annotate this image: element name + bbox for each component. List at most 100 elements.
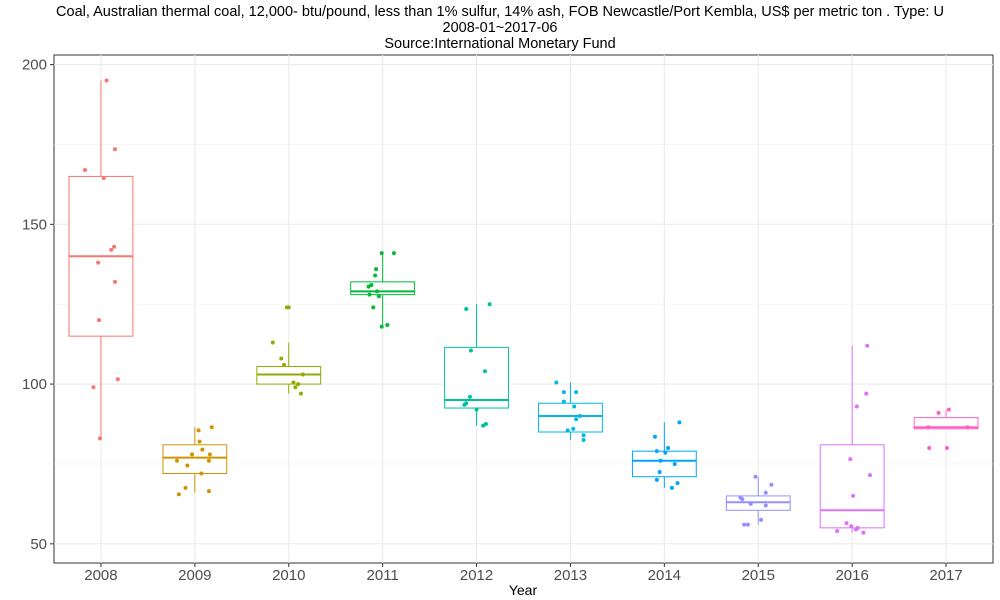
- box-2011: [350, 253, 416, 327]
- data-point: [270, 340, 275, 345]
- data-point: [748, 501, 753, 506]
- data-point: [571, 426, 576, 431]
- data-points: [82, 78, 970, 535]
- data-point: [561, 390, 566, 395]
- data-point: [109, 247, 114, 252]
- data-point: [927, 445, 932, 450]
- data-point: [379, 251, 384, 256]
- data-point: [853, 527, 858, 532]
- data-point: [97, 318, 102, 323]
- data-point: [296, 382, 301, 387]
- y-tick-label: 100: [22, 376, 47, 393]
- data-point: [104, 78, 109, 83]
- data-point: [82, 168, 87, 173]
- box-iqr: [913, 417, 979, 430]
- data-point: [190, 452, 195, 457]
- data-point: [468, 348, 473, 353]
- data-point: [851, 493, 856, 498]
- data-point: [577, 414, 582, 419]
- data-point: [176, 492, 181, 497]
- data-point: [574, 417, 579, 422]
- data-point: [867, 473, 872, 478]
- data-point: [572, 404, 577, 409]
- x-axis-label: Year: [509, 582, 538, 598]
- data-point: [658, 458, 663, 463]
- data-point: [474, 407, 479, 412]
- data-point: [669, 485, 674, 490]
- x-tick-label: 2017: [929, 567, 962, 584]
- data-point: [865, 343, 870, 348]
- data-point: [835, 529, 840, 534]
- data-point: [115, 377, 120, 382]
- box-iqr: [538, 402, 603, 433]
- data-point: [675, 481, 680, 486]
- data-point: [944, 445, 949, 450]
- data-point: [371, 305, 376, 310]
- data-point: [206, 458, 211, 463]
- box-2009: [162, 427, 228, 493]
- x-tick-label: 2014: [648, 567, 681, 584]
- data-point: [373, 273, 378, 278]
- data-point: [926, 425, 931, 430]
- chart-subtitle-dates: 2008-01~2017-06: [442, 20, 558, 36]
- box-iqr: [631, 450, 697, 478]
- data-point: [98, 436, 103, 441]
- data-point: [183, 485, 188, 490]
- box-2008: [68, 80, 134, 439]
- data-point: [864, 391, 869, 396]
- data-point: [462, 402, 467, 407]
- x-tick-label: 2016: [835, 567, 868, 584]
- data-point: [574, 390, 579, 395]
- data-point: [657, 469, 662, 474]
- data-point: [763, 490, 768, 495]
- data-point: [300, 372, 305, 377]
- data-point: [740, 497, 745, 502]
- data-point: [769, 482, 774, 487]
- data-point: [197, 439, 202, 444]
- data-point: [965, 425, 970, 430]
- chart-title: Coal, Australian thermal coal, 12,000- b…: [56, 4, 944, 20]
- data-point: [206, 489, 211, 494]
- data-point: [96, 260, 101, 265]
- data-point: [282, 362, 287, 367]
- x-axis: 2008 2009 2010 2011 2012 2013 2014 2015 2016 2017: [84, 563, 963, 584]
- data-point: [654, 449, 659, 454]
- y-axis: 50 100 150 200: [22, 57, 54, 553]
- data-point: [753, 474, 758, 479]
- data-point: [367, 292, 372, 297]
- data-point: [663, 450, 668, 455]
- data-point: [763, 503, 768, 508]
- data-point: [391, 251, 396, 256]
- data-point: [101, 176, 106, 181]
- data-point: [293, 385, 298, 390]
- x-tick-label: 2015: [742, 567, 775, 584]
- data-point: [565, 428, 570, 433]
- data-point: [385, 322, 390, 327]
- data-point: [666, 445, 671, 450]
- data-point: [946, 407, 951, 412]
- box-iqr: [444, 346, 509, 409]
- data-point: [654, 477, 659, 482]
- data-point: [209, 425, 214, 430]
- data-point: [849, 524, 854, 529]
- data-point: [375, 289, 380, 294]
- data-point: [467, 394, 472, 399]
- data-point: [207, 452, 212, 457]
- data-point: [112, 244, 117, 249]
- data-point: [113, 279, 118, 284]
- data-point: [291, 380, 296, 385]
- data-point: [284, 305, 289, 310]
- data-point: [196, 428, 201, 433]
- y-tick-label: 200: [22, 57, 47, 74]
- box-2010: [256, 342, 322, 394]
- data-point: [91, 385, 96, 390]
- x-tick-label: 2012: [460, 567, 493, 584]
- data-point: [487, 302, 492, 307]
- data-point: [366, 284, 371, 289]
- data-point: [175, 458, 180, 463]
- data-point: [464, 307, 469, 311]
- data-point: [759, 517, 764, 522]
- box-iqr: [819, 444, 885, 529]
- x-tick-label: 2008: [84, 567, 117, 584]
